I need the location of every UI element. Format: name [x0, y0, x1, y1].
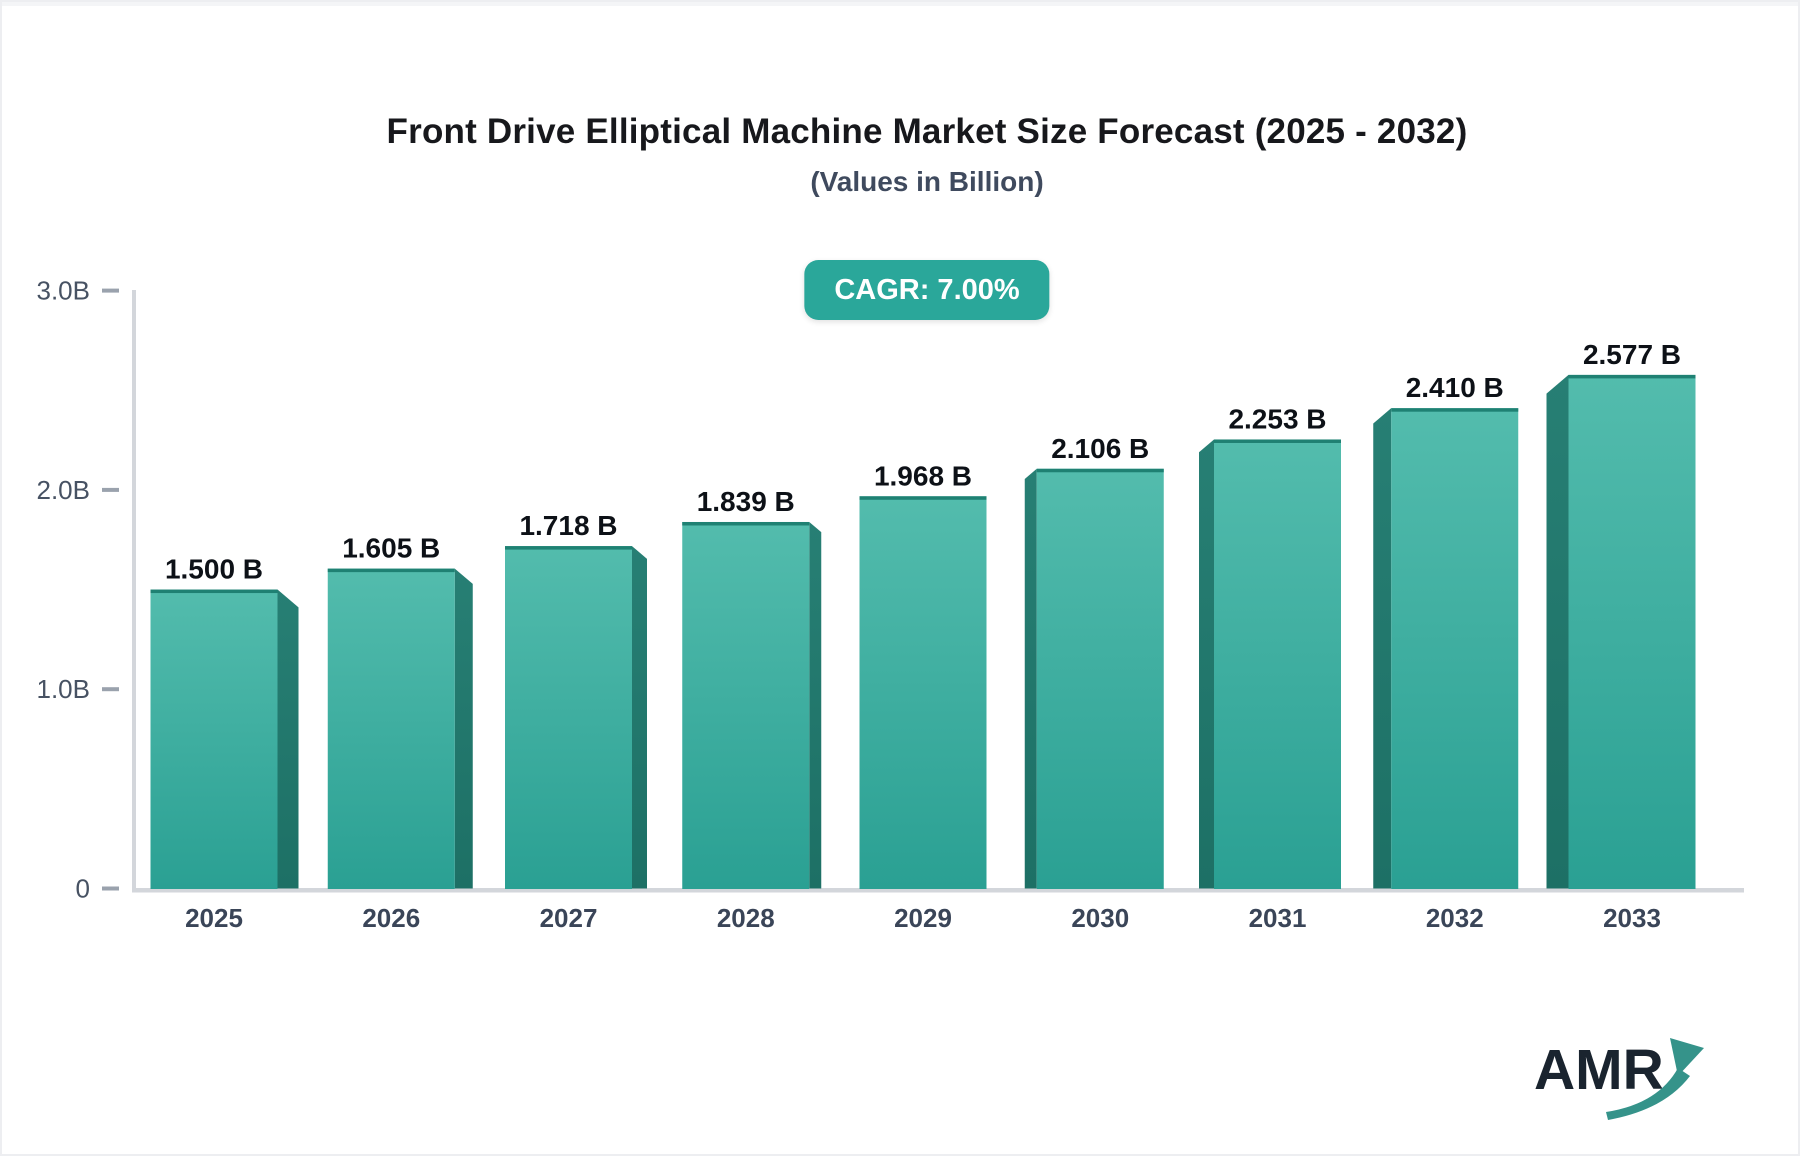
bar-top-edge: [1214, 439, 1341, 443]
bar-top-edge: [327, 568, 455, 573]
bar-side-face: [1199, 439, 1214, 889]
bar-side-face: [809, 521, 822, 889]
cagr-badge-label: CAGR: 7.00%: [834, 273, 1020, 306]
x-axis-label: 2025: [185, 903, 243, 933]
y-axis-tick: [102, 687, 119, 692]
bar-value-label: 2.410 B: [1406, 372, 1504, 403]
bar-face: [859, 496, 987, 889]
bar-value-label: 1.839 B: [697, 486, 795, 517]
y-axis-line: [132, 290, 136, 890]
y-axis-tick-label: 3.0B: [37, 276, 91, 306]
bar-top-edge: [859, 496, 987, 500]
bar-face: [150, 589, 278, 889]
x-axis-label: 2031: [1249, 903, 1307, 933]
bar-top-edge: [1391, 408, 1519, 412]
bar-side-face: [454, 568, 473, 889]
top-border-strip: [2, 2, 1798, 6]
y-axis-tick-label: 2.0B: [37, 475, 91, 505]
y-axis-tick-label: 1.0B: [37, 674, 91, 704]
bar-face: [505, 546, 632, 889]
x-axis-label: 2026: [362, 903, 420, 933]
x-axis-label: 2032: [1426, 903, 1484, 933]
amr-logo: AMR: [1534, 1038, 1704, 1120]
y-axis-tick: [102, 886, 119, 891]
bar-face: [1391, 408, 1519, 889]
bar-value-label: 2.253 B: [1228, 403, 1326, 434]
logo-arrow-tail-icon: [1606, 1068, 1690, 1120]
bar-side-face: [632, 546, 647, 889]
amr-logo-text: AMR: [1534, 1038, 1664, 1102]
bars: [150, 374, 1696, 889]
bar-face: [1036, 468, 1164, 889]
logo-arrow-head-icon: [1670, 1038, 1704, 1076]
bar-value-label: 1.500 B: [165, 554, 263, 585]
bar-value-label: 1.718 B: [519, 510, 617, 541]
x-axis-label: 2029: [894, 903, 952, 933]
x-axis-label: 2030: [1071, 903, 1129, 933]
bar-value-label: 1.605 B: [342, 533, 440, 564]
y-axis-tick: [102, 288, 119, 293]
bar-face: [682, 521, 810, 889]
axes: [102, 288, 1744, 893]
bar-side-face: [277, 589, 299, 889]
bar-value-label: 2.106 B: [1051, 433, 1149, 464]
bar-top-edge: [505, 546, 632, 550]
bar-value-label: 1.968 B: [874, 460, 972, 491]
bar-face: [327, 568, 455, 889]
bar-top-edge: [1568, 374, 1696, 379]
bar-top-edge: [1036, 468, 1164, 473]
bar-face: [1568, 374, 1696, 889]
bar-face: [1214, 439, 1341, 889]
x-axis-label: 2033: [1603, 903, 1661, 933]
bar-side-face: [1373, 408, 1392, 889]
y-axis-tick: [102, 487, 119, 492]
bar-top-edge: [682, 521, 810, 526]
x-axis-line: [132, 888, 1744, 893]
chart-subtitle: (Values in Billion): [810, 166, 1044, 197]
cagr-badge: CAGR: 7.00%: [804, 260, 1050, 320]
y-axis-tick-label: 0: [76, 874, 90, 904]
bar-side-face: [1546, 374, 1569, 889]
chart-title: Front Drive Elliptical Machine Market Si…: [386, 112, 1468, 151]
labels: 0 1.0B 2.0B 3.0B 1.500 B 2025 1.605 B 2026 1.718…: [37, 276, 1682, 933]
bar-value-label: 2.577 B: [1583, 339, 1681, 370]
x-axis-label: 2027: [540, 903, 598, 933]
bar-side-face: [1024, 468, 1037, 889]
x-axis-label: 2028: [717, 903, 775, 933]
bar-top-edge: [150, 589, 278, 594]
